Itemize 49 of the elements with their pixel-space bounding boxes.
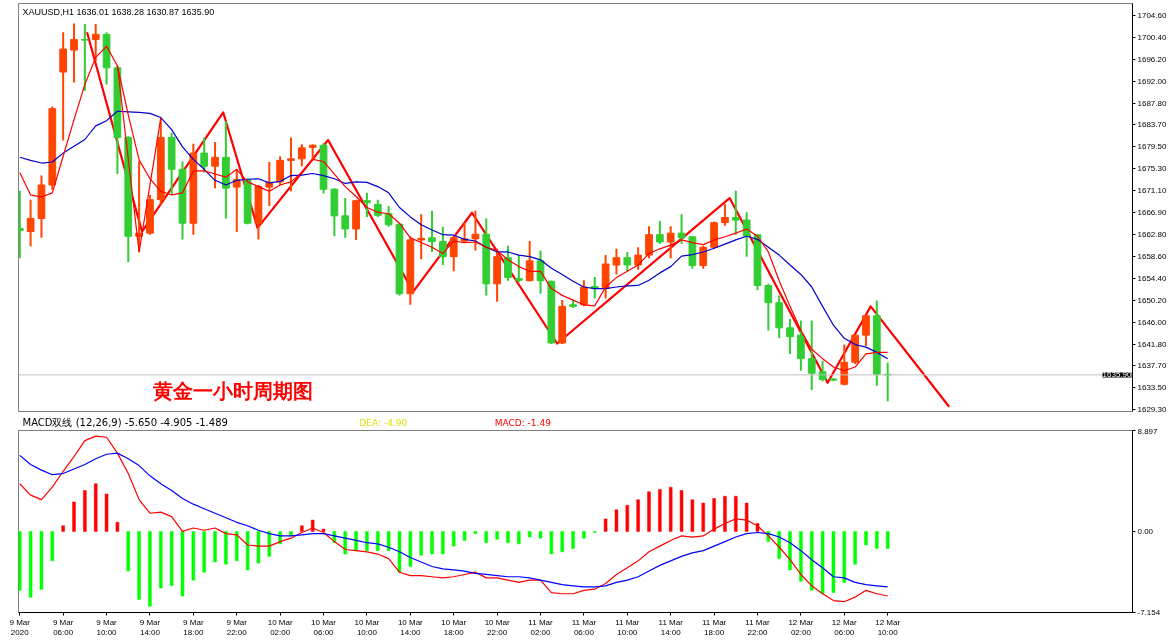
y-tick-label: 1658.60 bbox=[1137, 251, 1167, 261]
y-tick-label: 1662.80 bbox=[1137, 229, 1167, 239]
x-tick-label: 11 Mar 02:00 bbox=[528, 617, 553, 638]
y-tick-label: 8.897 bbox=[1137, 426, 1159, 436]
y-tick-label: 1633.50 bbox=[1137, 382, 1167, 392]
y-tick-label: 1629.30 bbox=[1137, 404, 1167, 414]
y-tick-label: 1704.60 bbox=[1137, 11, 1167, 21]
y-tick-label: 1700.40 bbox=[1137, 33, 1167, 42]
y-tick-label: 1666.90 bbox=[1137, 208, 1167, 218]
y-tick-label: 1654.40 bbox=[1137, 273, 1167, 283]
y-tick-label: 1687.80 bbox=[1137, 98, 1167, 108]
y-tick-label: 1683.70 bbox=[1137, 120, 1167, 130]
x-tick-label: 9 Mar 14:00 bbox=[139, 617, 161, 638]
text: MACD: -1.49 bbox=[494, 417, 552, 428]
y-tick-label: 1692.00 bbox=[1137, 76, 1167, 86]
y-tick-label: 1671.10 bbox=[1137, 186, 1167, 196]
x-tick-label: 9 Mar 2020 bbox=[9, 617, 31, 638]
annotation: 黄金一小时周期图 bbox=[152, 379, 314, 404]
x-tick-label: 11 Mar 10:00 bbox=[615, 617, 640, 638]
x-tick-label: 12 Mar 02:00 bbox=[788, 617, 814, 638]
y-tick-label: 1641.80 bbox=[1137, 339, 1167, 349]
x-tick-label: 10 Mar 06:00 bbox=[311, 617, 337, 638]
y-tick-label: 1679.50 bbox=[1137, 142, 1167, 152]
x-tick-label: 9 Mar 18:00 bbox=[183, 617, 204, 638]
y-tick-label: 1646.00 bbox=[1137, 317, 1167, 327]
x-tick-label: 12 Mar 10:00 bbox=[875, 617, 901, 638]
text: DEA: -4.90 bbox=[359, 417, 408, 428]
x-tick-label: 10 Mar 18:00 bbox=[441, 617, 467, 638]
y-tick-label: 1637.70 bbox=[1137, 360, 1167, 370]
x-tick-label: 10 Mar 02:00 bbox=[267, 617, 293, 638]
x-tick-label: 10 Mar 14:00 bbox=[397, 617, 424, 638]
x-tick-label: 9 Mar 10:00 bbox=[96, 617, 118, 638]
x-tick-label: 9 Mar 06:00 bbox=[52, 617, 74, 638]
y-tick-label: -7.154 bbox=[1137, 608, 1161, 617]
y-tick-label: 1696.20 bbox=[1137, 54, 1167, 64]
x-tick-label: 11 Mar 06:00 bbox=[571, 617, 597, 638]
x-tick-label: 11 Mar 14:00 bbox=[658, 617, 684, 638]
chart-title: XAUUSD,H1 1636.01 1638.28 1630.87 1635.90 bbox=[22, 6, 215, 17]
x-tick-label: 12 Mar 06:00 bbox=[831, 617, 858, 638]
y-tick-label: 1650.20 bbox=[1137, 295, 1167, 305]
x-tick-label: 9 Mar 22:00 bbox=[226, 617, 248, 638]
ref-line-label: 1635.90 bbox=[1102, 370, 1133, 380]
x-tick-label: 10 Mar 22:00 bbox=[484, 617, 510, 638]
x-tick-label: 11 Mar 22:00 bbox=[745, 617, 770, 638]
x-tick-label: 10 Mar 10:00 bbox=[354, 617, 380, 638]
chart-title: MACD双线 (12,26,9) -5.650 -4.905 -1.489 bbox=[22, 416, 228, 428]
y-tick-label: 1675.30 bbox=[1137, 164, 1167, 174]
x-tick-label: 11 Mar 18:00 bbox=[701, 617, 727, 638]
y-tick-label: 0.00 bbox=[1137, 526, 1154, 536]
